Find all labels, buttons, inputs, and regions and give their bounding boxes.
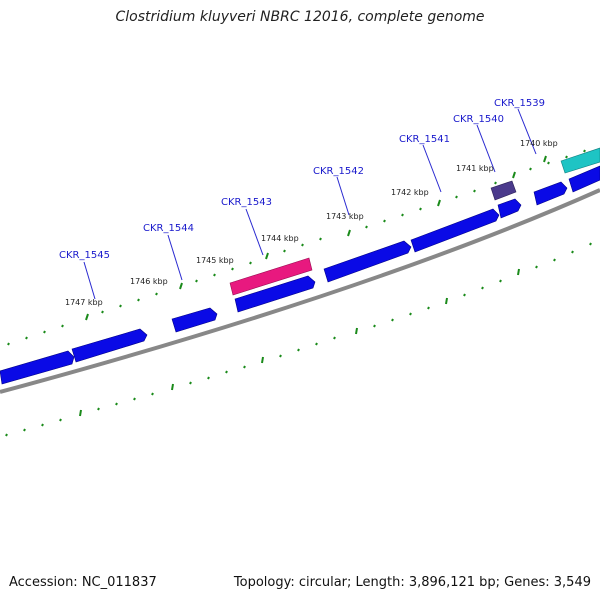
gene-label: CKR_1544 <box>143 223 194 234</box>
gene-arrow <box>323 240 412 283</box>
gene-label: CKR_1542 <box>313 166 364 177</box>
highlight-gene <box>229 257 313 296</box>
gene-arrow <box>533 181 568 206</box>
position-label: 1742 kbp <box>391 188 429 197</box>
gene-label-leaders <box>83 108 537 300</box>
accession-label: Accession: NC_011837 <box>9 575 157 590</box>
position-label: 1746 kbp <box>130 277 168 286</box>
gene-label: CKR_1539 <box>494 98 545 109</box>
gene-arrow <box>497 198 522 219</box>
gene-arrow <box>171 307 218 333</box>
gene-label: CKR_1543 <box>221 197 272 208</box>
gene-arrow <box>234 275 316 313</box>
gene-arrow <box>410 208 500 253</box>
gene-arrow <box>568 165 600 193</box>
rna-gene <box>560 147 600 174</box>
inner-tick-ring <box>5 242 592 437</box>
gene-label: CKR_1540 <box>453 114 504 125</box>
position-label: 1743 kbp <box>326 212 364 221</box>
position-label: 1747 kbp <box>65 298 103 307</box>
outer-tick-ring <box>7 149 586 346</box>
map-title: Clostridium kluyveri NBRC 12016, complet… <box>115 9 485 25</box>
genome-summary-label: Topology: circular; Length: 3,896,121 bp… <box>233 575 591 590</box>
genome-backbone <box>0 188 600 394</box>
position-label: 1744 kbp <box>261 234 299 243</box>
position-label: 1741 kbp <box>456 164 494 173</box>
position-label: 1740 kbp <box>520 139 558 148</box>
position-label: 1745 kbp <box>196 256 234 265</box>
gene-label: CKR_1545 <box>59 250 110 261</box>
forward-gene-track <box>0 165 600 385</box>
gene-arrow <box>0 350 75 385</box>
gene-label: CKR_1541 <box>399 134 450 145</box>
gene-arrow <box>71 328 148 363</box>
dark-gene <box>490 180 517 201</box>
